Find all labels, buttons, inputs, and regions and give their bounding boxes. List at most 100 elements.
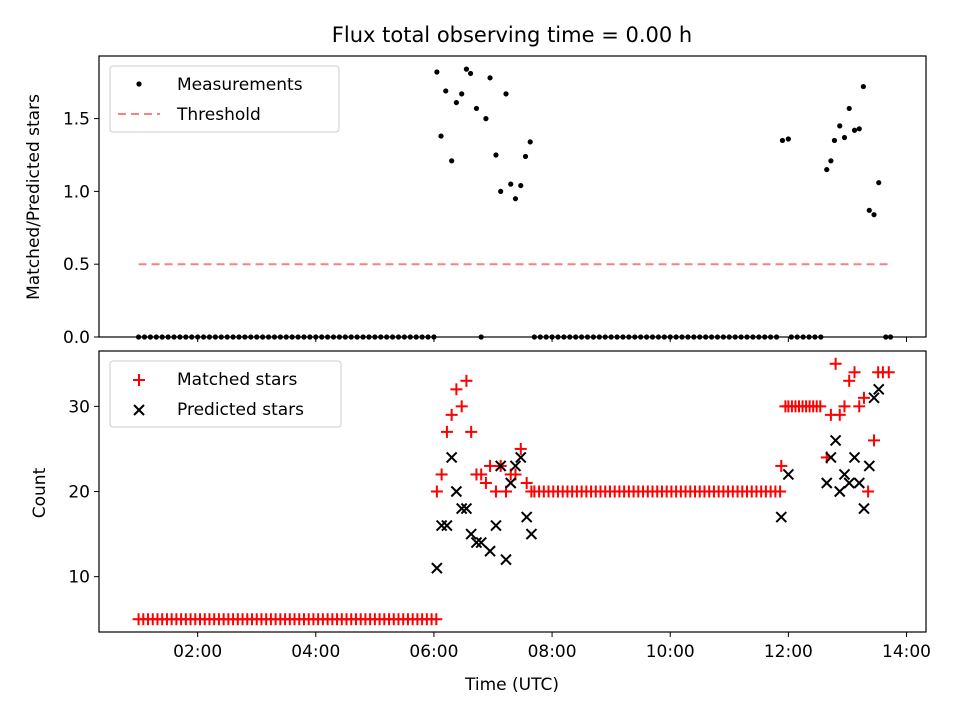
matched-star-point	[460, 374, 473, 387]
matched-star-point	[435, 468, 448, 481]
matched-star-point	[514, 442, 527, 455]
predicted-star-point	[825, 451, 837, 464]
predicted-star-point	[465, 528, 477, 540]
legend-measurements-marker	[136, 81, 142, 87]
measurement-point	[443, 88, 449, 94]
matched-star-point	[484, 459, 497, 472]
measurement-point	[876, 180, 882, 186]
x-tick-label: 14:00	[882, 642, 931, 662]
measurement-point	[467, 70, 474, 77]
matched-star-point	[489, 485, 502, 498]
measurement-point	[498, 188, 504, 195]
bottom-legend-box	[109, 360, 342, 428]
measurement-point	[831, 137, 838, 144]
chart-title: Flux total observing time = 0.00 h	[332, 23, 692, 47]
predicted-star-point	[445, 451, 458, 464]
bottom-ylabel: Count	[30, 467, 50, 518]
y-tick-label: 30	[68, 397, 90, 417]
measurement-point	[828, 158, 834, 164]
predicted-star-point	[834, 485, 846, 498]
matched-star-point	[853, 400, 866, 413]
measurement-point	[779, 137, 786, 144]
x-tick-label: 04:00	[291, 642, 340, 662]
y-tick-label: 10	[68, 568, 90, 588]
predicted-star-point	[500, 553, 512, 566]
predicted-star-point	[450, 485, 463, 498]
matched-star-point	[479, 476, 492, 489]
measurement-point	[463, 66, 470, 72]
y-tick-label: 0.0	[63, 328, 90, 348]
predicted-star-point	[853, 477, 865, 489]
matched-star-point	[440, 425, 453, 438]
predicted-star-point	[782, 468, 795, 481]
top-panel: 0.0 0.5 1.0 1.5 Matched/Predicted stars Mea…	[24, 55, 927, 348]
matched-star-point	[430, 613, 443, 626]
top-ylabel: Matched/Predicted stars	[24, 94, 44, 300]
matched-star-point	[848, 366, 861, 379]
legend-predicted-label: Predicted stars	[177, 400, 304, 420]
y-tick-label: 0.5	[63, 255, 90, 275]
matched-star-point	[455, 400, 468, 413]
predicted-star-point	[775, 511, 787, 523]
predicted-star-point	[868, 392, 880, 404]
predicted-star-point	[494, 460, 507, 472]
legend-threshold-label: Threshold	[176, 105, 261, 125]
predicted-star-point	[848, 451, 861, 464]
measurement-point	[860, 83, 866, 90]
measurement-point	[785, 136, 791, 142]
predicted-star-point	[475, 536, 487, 549]
matched-star-point	[843, 374, 856, 387]
x-tick-label: 06:00	[409, 642, 458, 662]
measurement-point	[453, 99, 459, 106]
measurement-point	[871, 212, 877, 218]
measurement-point	[851, 127, 858, 133]
predicted-star-point	[460, 502, 473, 515]
measurement-point	[508, 181, 514, 187]
predicted-star-point	[470, 536, 483, 549]
predicted-star-point	[490, 519, 502, 532]
top-marks	[135, 66, 894, 340]
measurement-point	[522, 153, 529, 160]
measurement-point	[518, 182, 524, 189]
predicted-star-point	[873, 383, 885, 396]
predicted-star-point	[484, 545, 496, 557]
predicted-star-point	[829, 434, 842, 447]
predicted-star-point	[520, 511, 533, 523]
matched-star-point	[862, 485, 875, 498]
predicted-star-point	[858, 502, 870, 515]
x-tick-label: 08:00	[528, 642, 577, 662]
measurement-point	[434, 69, 440, 75]
matched-star-point	[430, 485, 443, 498]
predicted-star-point	[843, 477, 855, 489]
x-axis-label: Time (UTC)	[464, 675, 559, 695]
x-tick-label: 12:00	[764, 642, 813, 662]
legend-measurements-label: Measurements	[177, 75, 303, 95]
predicted-star-point	[435, 519, 448, 532]
top-xticks	[197, 337, 908, 342]
matched-star-point	[774, 485, 787, 498]
measurement-point	[483, 116, 489, 122]
top-legend-box	[109, 65, 340, 133]
matched-star-point	[833, 408, 846, 421]
predicted-star-point	[838, 468, 851, 481]
bottom-yticks: 10 20 30	[68, 397, 99, 588]
y-tick-label: 1.5	[63, 110, 90, 130]
measurement-point	[449, 158, 455, 164]
measurement-point	[438, 133, 444, 139]
measurement-point	[846, 105, 852, 112]
top-yticks: 0.0 0.5 1.0 1.5	[63, 110, 99, 348]
measurement-point	[866, 207, 872, 213]
matched-star-point	[857, 391, 870, 404]
measurement-point	[841, 134, 848, 141]
predicted-star-point	[431, 562, 443, 574]
y-tick-label: 1.0	[63, 182, 90, 202]
measurement-point	[487, 75, 493, 81]
y-tick-label: 20	[68, 483, 90, 503]
matched-star-point	[445, 408, 458, 421]
measurement-point	[459, 91, 465, 97]
bottom-marks	[132, 357, 895, 626]
top-axes-frame	[98, 55, 927, 338]
top-legend: Measurements Threshold	[109, 65, 340, 133]
measurement-point	[512, 196, 519, 202]
